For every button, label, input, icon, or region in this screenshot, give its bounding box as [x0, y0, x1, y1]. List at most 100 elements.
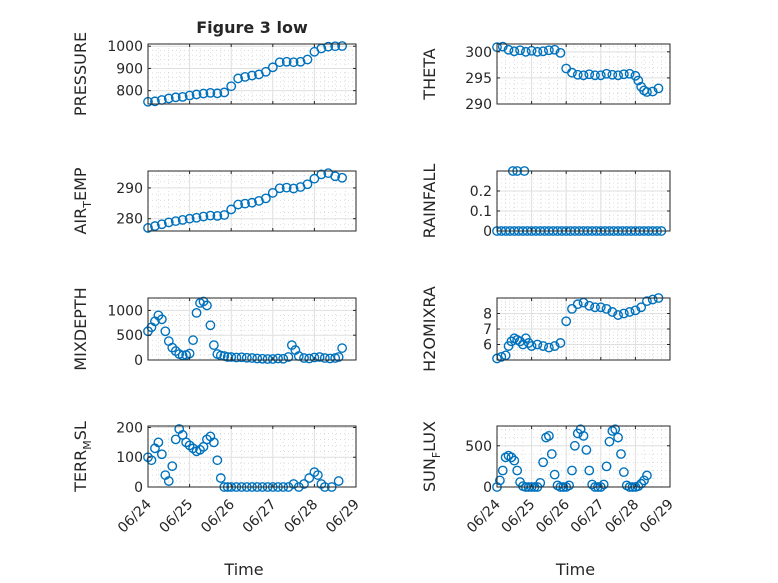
y-tick-label: 1000: [107, 303, 143, 319]
data-point: [208, 340, 219, 351]
data-point: [578, 70, 589, 81]
data-point: [512, 465, 523, 476]
axes-frame: [496, 425, 671, 488]
data-point: [613, 432, 623, 443]
data-point: [584, 300, 595, 311]
data-point: [642, 87, 652, 97]
y-axis-label: H2OMIXRA: [420, 286, 439, 372]
data-point: [278, 353, 289, 364]
axes-frame: [496, 43, 671, 105]
data-point: [598, 479, 609, 490]
data-point: [624, 307, 635, 317]
data-point: [538, 457, 549, 468]
y-axis-label: TERRMSL: [71, 421, 94, 493]
data-point: [549, 44, 560, 55]
data-point: [546, 449, 557, 459]
data-point: [146, 455, 157, 466]
data-point: [584, 69, 595, 80]
data-point: [247, 70, 257, 81]
data-series: [143, 41, 348, 107]
data-point: [509, 455, 520, 466]
data-point: [587, 479, 598, 490]
y-tick-label: 900: [116, 61, 143, 77]
data-point: [497, 465, 508, 476]
data-series: [143, 168, 348, 233]
data-point: [544, 45, 554, 56]
data-point: [309, 173, 320, 184]
y-axis-label: RAINFALL: [420, 164, 439, 239]
y-axis-label: SUNFLUX: [420, 421, 443, 492]
data-point: [205, 87, 216, 98]
data-point: [153, 437, 164, 448]
data-point: [160, 326, 171, 337]
data-point: [538, 341, 549, 351]
data-point: [544, 430, 554, 441]
data-point: [219, 210, 230, 220]
plot-area: [148, 298, 356, 360]
y-tick-label: 0.2: [470, 184, 492, 200]
data-point: [267, 354, 278, 364]
data-point: [241, 352, 252, 363]
data-point: [572, 299, 583, 310]
y-tick-label: 7: [483, 322, 492, 338]
data-point: [337, 41, 348, 51]
data-point: [572, 69, 583, 80]
data-point: [314, 352, 325, 362]
data-point: [170, 216, 181, 227]
plot-area: [497, 171, 670, 231]
data-point: [613, 70, 623, 81]
data-point: [601, 303, 612, 314]
data-point: [567, 465, 577, 476]
subplot-row2-left: 280 290 AIRTEMP: [71, 167, 357, 235]
y-tick-label: 300: [465, 45, 492, 61]
data-point: [618, 308, 629, 319]
data-point: [212, 211, 223, 221]
data-point: [642, 470, 652, 481]
data-point: [191, 212, 202, 223]
y-tick-label: 200: [116, 420, 143, 436]
subplot-row1-right: 290 295 300 THETA: [420, 41, 671, 113]
data-point: [260, 66, 271, 77]
data-point: [601, 68, 612, 79]
data-point: [236, 352, 247, 363]
subplot-row1-left: 800 900 1000 PRESSURE Figure 3 low: [71, 18, 357, 116]
data-point: [163, 93, 174, 104]
data-point: [532, 339, 543, 350]
data-point: [231, 352, 242, 363]
data-point: [595, 70, 606, 81]
data-point: [212, 88, 223, 99]
data-point: [267, 187, 278, 198]
data-point: [509, 46, 520, 57]
data-point: [567, 303, 577, 314]
data-point: [170, 434, 181, 445]
data-point: [549, 469, 560, 480]
data-point: [252, 353, 263, 364]
data-point: [257, 353, 268, 364]
data-point: [274, 183, 285, 194]
data-point: [590, 302, 600, 313]
data-point: [156, 449, 167, 460]
data-point: [633, 481, 644, 492]
data-point: [191, 89, 202, 100]
data-point: [497, 41, 508, 52]
data-point: [299, 479, 309, 489]
data-point: [262, 354, 273, 364]
data-point: [319, 353, 330, 363]
data-point: [295, 56, 306, 67]
data-point: [273, 353, 283, 364]
data-point: [205, 320, 216, 331]
data-point: [233, 199, 244, 210]
data-point: [302, 179, 313, 190]
data-point: [624, 68, 635, 79]
x-axis-label: Time: [223, 560, 263, 579]
data-point: [584, 465, 595, 476]
data-point: [330, 171, 341, 182]
data-point: [653, 83, 664, 94]
data-point: [636, 302, 647, 313]
data-point: [254, 195, 264, 206]
data-point: [636, 478, 647, 489]
y-tick-label: 6: [483, 338, 492, 354]
data-point: [304, 473, 315, 483]
data-point: [520, 46, 531, 57]
